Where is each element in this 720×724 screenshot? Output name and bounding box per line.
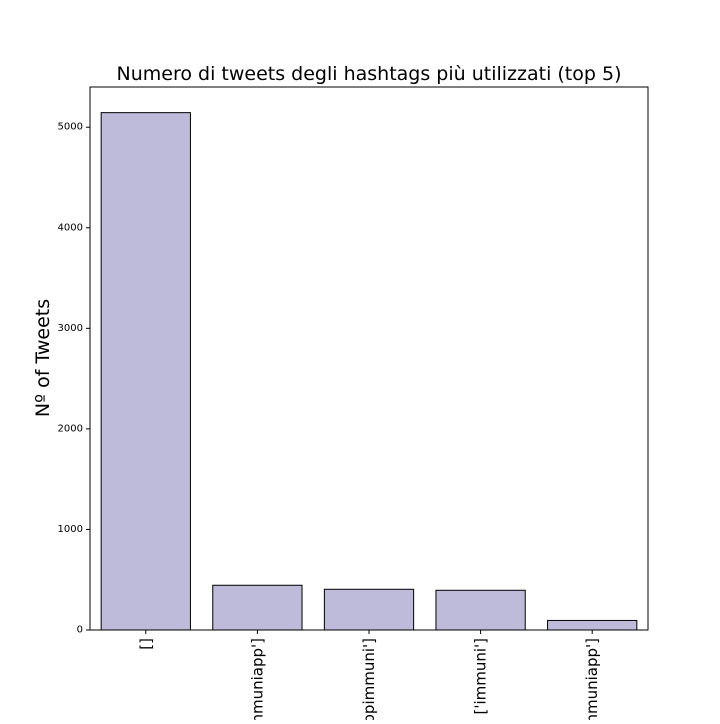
- x-tick-label: ['appimmuni']: [360, 638, 378, 720]
- bar-2: [323, 588, 415, 631]
- bar-0: [100, 112, 191, 631]
- chart-title: Numero di tweets degli hashtags più util…: [117, 63, 622, 85]
- x-tick-label: ['#immuniapp']: [583, 638, 601, 720]
- plot-frame: [89, 86, 649, 631]
- y-axis-label: Nº of Tweets: [32, 299, 54, 417]
- y-tick-label: 5000: [58, 122, 83, 133]
- x-tick-label: ['immuni']: [472, 638, 490, 715]
- y-axis: 0 1000 2000 3000 4000 5000: [58, 122, 90, 636]
- y-tick-label: 3000: [58, 323, 83, 334]
- y-tick-label: 1000: [58, 524, 83, 535]
- y-tick-label: 4000: [58, 222, 83, 233]
- bar-3: [435, 589, 526, 631]
- bars-layer: [100, 112, 638, 631]
- bar-4: [547, 619, 638, 631]
- x-tick-label: []: [137, 638, 155, 650]
- bar-1: [212, 584, 303, 631]
- x-tick-label: ['immuniapp']: [248, 638, 266, 720]
- y-tick-label: 0: [77, 625, 83, 636]
- x-axis: [] ['immuniapp'] ['appimmuni'] ['immuni'] ['…: [137, 630, 601, 720]
- y-tick-label: 2000: [58, 423, 83, 434]
